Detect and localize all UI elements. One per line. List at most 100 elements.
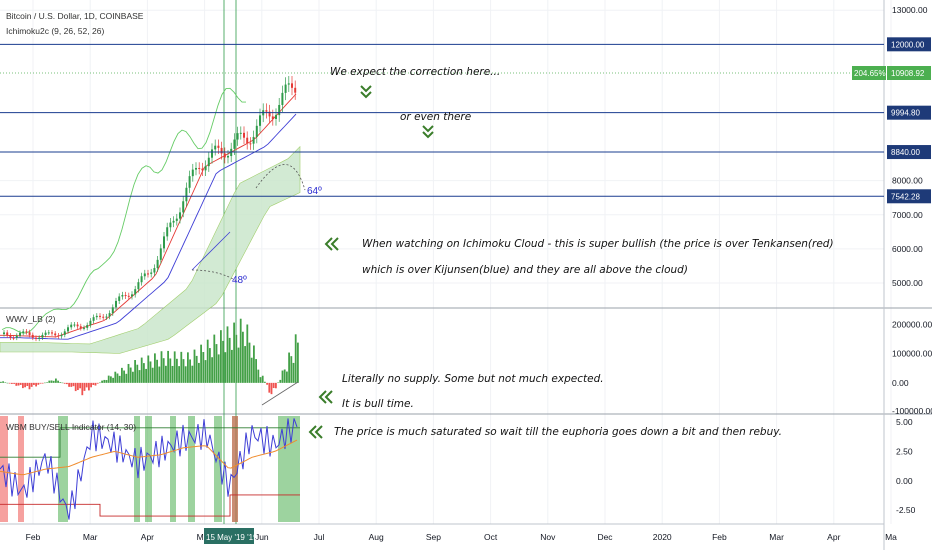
wwv-bar: [288, 352, 290, 383]
candle-body: [22, 331, 25, 333]
angle-guide-48[interactable]: [191, 269, 239, 283]
wwv-bar: [24, 382, 26, 388]
candle-body: [271, 116, 274, 119]
wwv-bar: [235, 334, 238, 383]
wwv-bar: [149, 361, 152, 383]
wwv-bar: [176, 358, 178, 383]
wwv-bar: [283, 369, 286, 383]
wwv-bar: [143, 363, 145, 383]
wbm-tick-label: 0.00: [896, 476, 913, 486]
wwv-bar: [261, 375, 264, 383]
wwv-tick-label: -100000.00: [892, 406, 932, 416]
candle-body: [163, 236, 165, 249]
wwv-bar: [191, 365, 194, 383]
candle-body: [67, 327, 69, 332]
candle-body: [118, 296, 121, 301]
wwv-legend[interactable]: WWV_LB (2): [6, 314, 56, 324]
time-tick-label: Feb: [712, 532, 727, 542]
wwv-bar: [268, 382, 271, 393]
candle-body: [86, 325, 89, 328]
wwv-bar: [259, 377, 262, 383]
level-tag-bg: [887, 105, 931, 120]
candle-body: [291, 83, 293, 88]
wwv-bar: [250, 357, 253, 383]
wwv-bar: [48, 380, 51, 383]
wwv-bar: [44, 382, 46, 384]
annotation-ichimoku-2[interactable]: which is over Kijunsen(blue) and they ar…: [362, 264, 688, 276]
wbm-axis[interactable]: 5.00 2.50 0.00 -2.50: [896, 417, 916, 515]
wwv-bar: [37, 382, 40, 385]
candle-body: [28, 332, 31, 335]
wwv-bar: [209, 348, 211, 383]
time-tick-label: Jul: [314, 532, 325, 542]
wwv-bar: [204, 360, 207, 383]
wwv-bar: [286, 371, 288, 383]
price-tick-label: 5000.00: [892, 278, 923, 288]
wwv-tick-label: 0.00: [892, 378, 909, 388]
candle-body: [41, 334, 44, 338]
wbm-lower-band: [0, 494, 300, 517]
change-tag: 204.65%: [854, 69, 886, 78]
wbm-signal-band: [58, 416, 68, 522]
time-tick-label: Feb: [26, 532, 41, 542]
chart-symbol-title[interactable]: Bitcoin / U.S. Dollar, 1D, COINBASE: [6, 11, 144, 21]
candle-body: [131, 294, 133, 297]
level-tag-label: 8840.00: [891, 148, 920, 157]
annotation-saturated[interactable]: The price is much saturated so wait till…: [334, 426, 782, 438]
wbm-legend[interactable]: WBM BUY/SELL Indicator (14, 30): [6, 422, 136, 432]
wwv-bar: [101, 380, 103, 383]
trend-line-48[interactable]: [191, 231, 231, 271]
wwv-bar: [2, 381, 4, 383]
candle-body: [159, 248, 162, 260]
candle-body: [207, 157, 210, 167]
candle-body: [275, 115, 277, 119]
annotation-supply-1[interactable]: Literally no supply. Some but not much e…: [342, 373, 604, 385]
level-tag-bg: [887, 189, 931, 204]
wwv-bar: [121, 367, 123, 383]
wwv-bar: [52, 380, 55, 383]
wbm-sell-band: [232, 416, 238, 522]
wwv-bar: [215, 344, 218, 383]
wwv-trend-line[interactable]: [261, 381, 299, 406]
time-axis[interactable]: FebMarAprMayJunJulAugSepOctNovDec2020Feb…: [26, 532, 898, 542]
wwv-bar: [213, 334, 216, 383]
candle-body: [95, 315, 98, 318]
candle-body: [239, 132, 242, 134]
price-axis[interactable]: 13000.00 8000.00 7000.00 6000.00 5000.00: [892, 5, 928, 288]
wwv-bar: [162, 358, 165, 383]
wwv-bar: [136, 364, 139, 383]
annotation-ichimoku-1[interactable]: When watching on Ichimoku Cloud - this i…: [362, 238, 834, 250]
annotation-correction[interactable]: We expect the correction here...: [330, 66, 500, 78]
candle-body: [255, 125, 258, 137]
candle-body: [265, 110, 268, 112]
wwv-bar: [0, 381, 2, 383]
wwv-bar: [99, 382, 101, 384]
wwv-bar: [147, 355, 150, 383]
wwv-bar: [233, 322, 235, 383]
wwv-bar: [72, 382, 75, 387]
candle-body: [204, 166, 207, 171]
wwv-bar: [264, 381, 266, 383]
wwv-bar: [132, 371, 134, 383]
wwv-bar: [112, 377, 114, 383]
wwv-bar: [26, 382, 29, 387]
annotation-supply-2[interactable]: It is bull time.: [342, 398, 414, 410]
wwv-axis[interactable]: 200000.00 100000.00 0.00 -100000.00: [892, 320, 932, 416]
ichimoku-legend[interactable]: Ichimoku2c (9, 26, 52, 26): [6, 26, 104, 36]
wbm-sell-band: [0, 416, 8, 522]
candle-body: [259, 115, 261, 126]
candle-body: [115, 300, 117, 308]
price-tick-label: 13000.00: [892, 5, 928, 15]
wwv-bar: [129, 367, 132, 383]
candle-body: [124, 295, 127, 297]
wwv-bar: [107, 375, 110, 383]
candle-body: [220, 147, 223, 154]
wwv-bar: [125, 373, 128, 383]
annotation-even-there[interactable]: or even there: [400, 111, 471, 123]
price-levels[interactable]: [0, 43, 884, 197]
wwv-bar: [8, 382, 11, 384]
wwv-bar: [222, 340, 224, 383]
wwv-bar: [83, 382, 86, 391]
wwv-bar: [178, 366, 180, 383]
